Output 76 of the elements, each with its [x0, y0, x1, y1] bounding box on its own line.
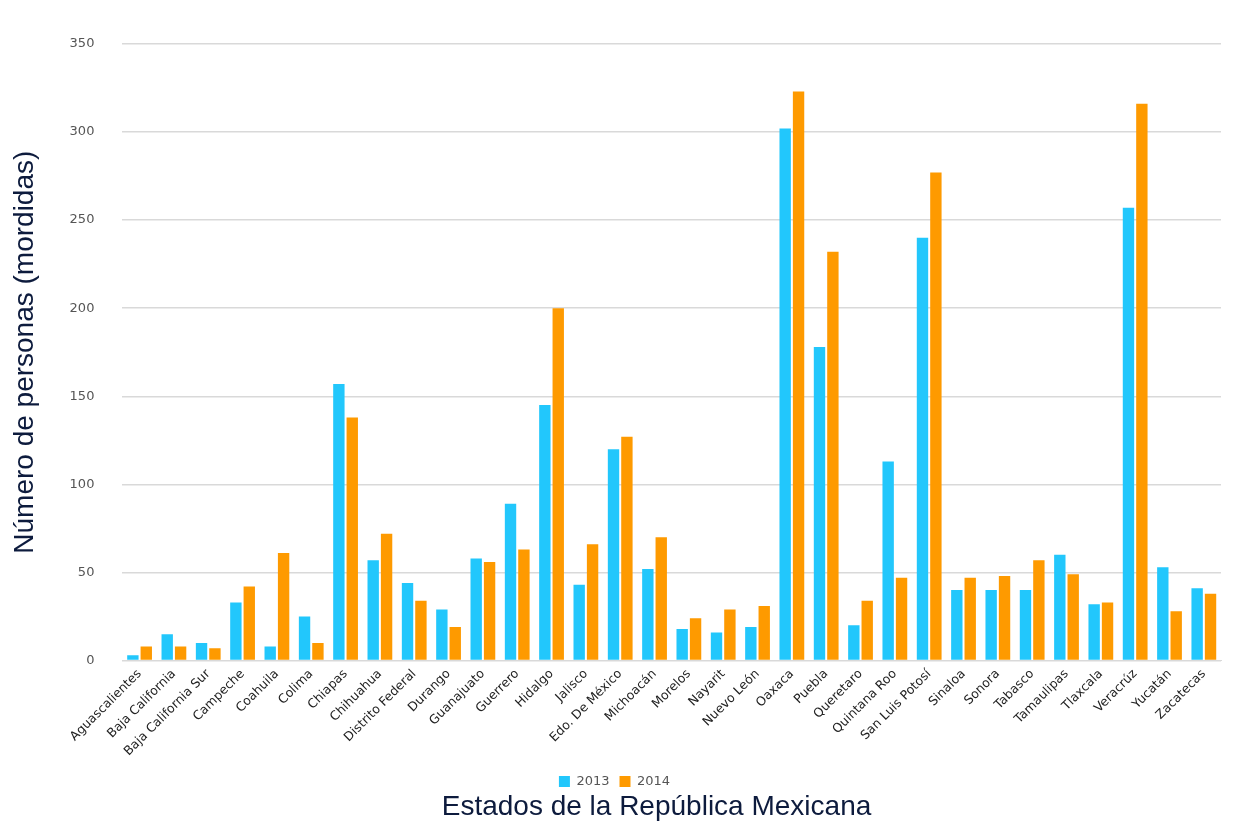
- bar: [1101, 602, 1114, 660]
- bar: [861, 600, 873, 660]
- bar: [367, 560, 379, 660]
- bar: [174, 646, 187, 660]
- bar: [689, 618, 702, 660]
- bar: [964, 577, 976, 660]
- bar: [401, 583, 414, 660]
- y-axis-title: Número de personas (mordidas): [7, 150, 39, 554]
- bar: [985, 590, 997, 660]
- bar: [277, 553, 290, 660]
- bar: [1088, 604, 1100, 660]
- bar: [380, 533, 393, 660]
- bar: [209, 648, 221, 660]
- bar: [449, 627, 461, 660]
- bar: [1136, 103, 1148, 660]
- bar: [930, 172, 942, 660]
- bar: [998, 576, 1011, 660]
- y-tick-label: 350: [69, 35, 95, 51]
- bar: [346, 417, 358, 660]
- bar: [792, 91, 805, 660]
- bar: [758, 605, 770, 660]
- bar: [127, 655, 139, 660]
- bar: [827, 251, 839, 660]
- bar: [1019, 590, 1032, 660]
- y-tick-label: 50: [77, 563, 95, 579]
- bar: [552, 308, 564, 660]
- bar: [710, 632, 723, 660]
- bar: [1033, 560, 1045, 660]
- bar: [264, 646, 276, 660]
- bar: [1054, 554, 1066, 660]
- bar: [642, 568, 654, 660]
- x-axis-title: Estados de la República Mexicana: [440, 790, 873, 822]
- bar: [621, 436, 633, 660]
- bar: [1157, 567, 1169, 660]
- bar: [916, 237, 929, 660]
- bar: [951, 590, 963, 660]
- y-tick-label: 0: [86, 651, 95, 667]
- bar: [586, 544, 599, 660]
- bar: [518, 549, 530, 660]
- bar: [779, 128, 791, 660]
- bar: [607, 449, 620, 660]
- bar: [1191, 588, 1203, 660]
- bar: [504, 503, 517, 660]
- legend-label: 2013: [576, 772, 610, 788]
- bar: [1067, 574, 1079, 660]
- bar: [195, 642, 208, 660]
- bar: [848, 625, 860, 660]
- y-tick-label: 300: [69, 123, 95, 139]
- bar: [1170, 611, 1182, 660]
- bar: [298, 616, 311, 660]
- bar: [882, 461, 894, 660]
- y-tick-label: 100: [69, 475, 95, 491]
- bar: [655, 537, 667, 660]
- bar: [1204, 593, 1217, 660]
- bar: [573, 584, 585, 660]
- bar: [243, 586, 255, 660]
- bar: [745, 627, 757, 660]
- bar: [436, 609, 448, 660]
- bar: [312, 642, 324, 660]
- bar: [724, 609, 736, 660]
- bar: [333, 383, 345, 660]
- legend-label: 2014: [637, 772, 671, 788]
- bar: [1122, 207, 1135, 660]
- bar: [676, 628, 688, 660]
- bar: [470, 558, 482, 660]
- bar: [161, 634, 173, 660]
- y-tick-label: 200: [69, 299, 95, 315]
- bar: [895, 577, 908, 660]
- bar: [415, 600, 427, 660]
- bar: [483, 561, 496, 660]
- y-tick-label: 150: [69, 387, 95, 403]
- bar: [539, 405, 551, 660]
- bar: [813, 346, 826, 660]
- bar: [140, 646, 152, 660]
- y-tick-label: 250: [69, 211, 95, 227]
- bar: [230, 602, 242, 660]
